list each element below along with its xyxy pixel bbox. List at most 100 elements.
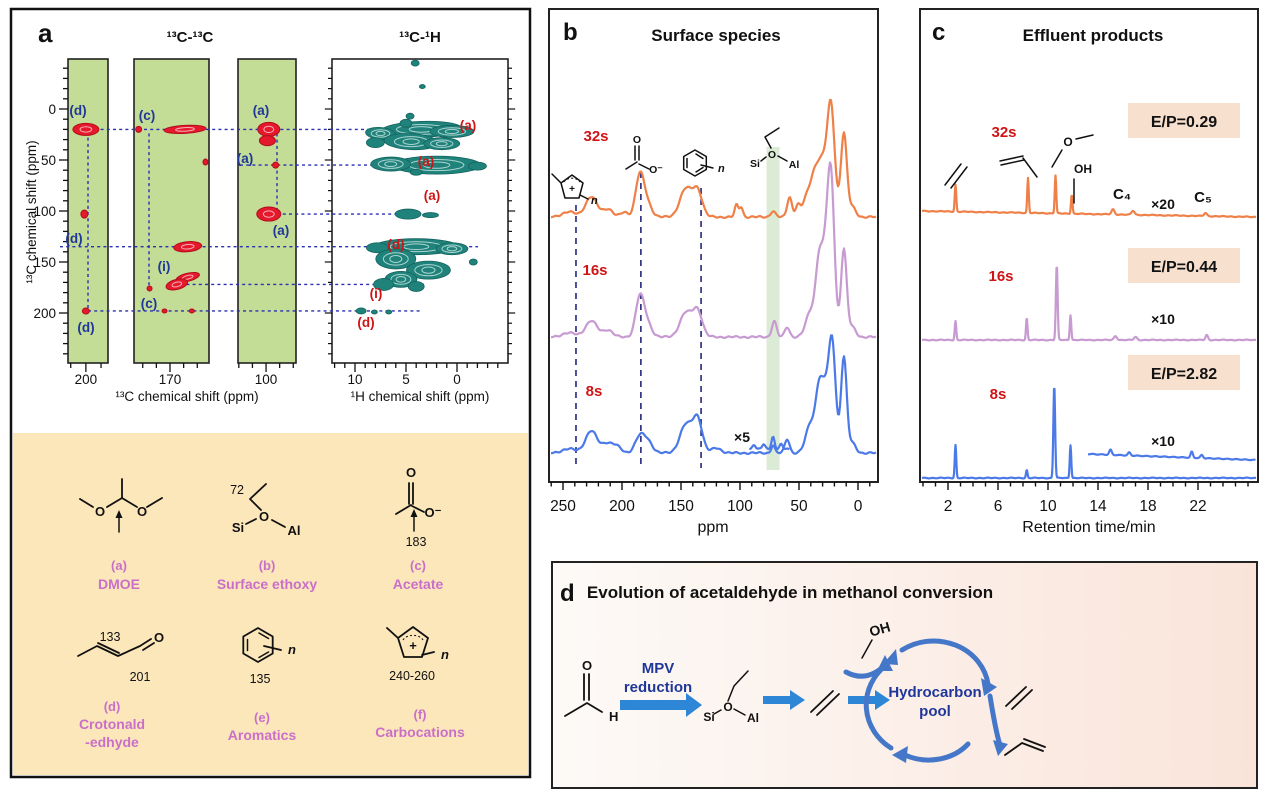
aromatics-n: n <box>288 642 296 657</box>
scale-x10-b: ×10 <box>1151 433 1175 449</box>
product-ethylene-structure <box>1005 686 1033 710</box>
methanol-oh-d: OH <box>867 618 892 639</box>
contour-peak-13c1h <box>375 248 417 270</box>
ep-badge-2-text: E/P=0.44 <box>1151 259 1217 276</box>
contour-peak-13c1h <box>394 208 422 220</box>
methanol-structure-c: OH <box>1073 162 1092 204</box>
dmoe-o2: O <box>137 504 147 519</box>
peak-annotation: (a) <box>253 103 270 118</box>
contour-ring <box>79 126 93 133</box>
contour-ring <box>430 139 454 148</box>
contour-ring <box>421 266 436 274</box>
legend-key-e: (e) <box>254 710 270 725</box>
panel-c-title: Effluent products <box>1023 26 1164 45</box>
legend-name-f: Carbocations <box>375 724 465 740</box>
contour-peak-13c1h <box>355 307 367 315</box>
aromatics-shift: 135 <box>250 672 271 686</box>
panel-d-title: Evolution of acetaldehyde in methanol co… <box>587 583 993 602</box>
scale-x10-a: ×10 <box>1151 311 1175 327</box>
x-tick-label: 150 <box>668 498 694 515</box>
panel-b-title: Surface species <box>651 26 780 45</box>
contour-peak-13c1h <box>409 168 423 176</box>
methanol-structure-d: OH <box>861 618 892 659</box>
cycle-arc-bottom <box>902 741 971 763</box>
contour-peak-13c13c <box>81 307 90 315</box>
ethylene-structure-d <box>810 690 840 716</box>
contour-ring <box>180 243 195 250</box>
y-tick-label: 100 <box>33 204 56 219</box>
ethoxy-al: Al <box>288 523 301 538</box>
legend-key-f: (f) <box>414 707 427 722</box>
contour-ring <box>414 264 443 277</box>
contour-peak-13c1h <box>407 281 425 292</box>
x-tick-label: 14 <box>1089 498 1107 515</box>
pool-label-1: Hydrocarbon <box>888 684 981 701</box>
contour-peak-13c13c <box>272 161 280 169</box>
ethoxy-al-d: Al <box>747 711 759 725</box>
contour-peak-13c13c <box>146 285 153 292</box>
contour-peak-13c13c <box>256 206 282 222</box>
peak-annotation: (d) <box>387 237 404 252</box>
carbocation-n-b: n <box>591 195 598 207</box>
pool-label-2: pool <box>919 703 951 720</box>
scale-note-x5: ×5 <box>734 429 750 445</box>
x-tick-label: 200 <box>609 498 635 515</box>
aromatics-n-b: n <box>718 163 725 175</box>
spectrum-8s <box>550 334 877 455</box>
x-tick-label: 250 <box>550 498 576 515</box>
contour-ring <box>375 130 386 137</box>
peak-annotation: (c) <box>139 108 156 123</box>
contour-ring <box>389 254 403 263</box>
contour-peak-13c1h <box>422 212 439 218</box>
x-tick-label: 6 <box>994 498 1003 515</box>
acetate-o-minus: O⁻ <box>425 505 442 520</box>
x-tick-label: 200 <box>75 372 98 387</box>
aromatics-structure: n 135 <box>242 627 296 686</box>
x-tick-label: 100 <box>727 498 753 515</box>
dmoe-arrow <box>115 510 123 518</box>
ep-badge-1 <box>1128 103 1240 138</box>
ep-badge-3 <box>1128 355 1240 390</box>
contour-peak-13c1h <box>467 161 487 171</box>
legend-name-a: DMOE <box>98 576 140 592</box>
hydrocarbon-pool-cycle: Hydrocarbon pool <box>843 638 1008 763</box>
contour-peak-13c13c <box>161 308 168 314</box>
ethylene-structure-c <box>944 163 968 189</box>
cycle-arc-left-head <box>877 655 893 671</box>
ethoxy-si: Si <box>232 520 244 535</box>
contour-ring <box>435 141 448 147</box>
ethoxy-o: O <box>259 509 269 524</box>
ethoxy-structure-b: Si O Al <box>750 127 799 171</box>
carbocation-plus-b: + <box>569 184 575 195</box>
contour-peak-13c1h <box>385 309 393 315</box>
legend-name-b: Surface ethoxy <box>217 576 318 592</box>
acetaldehyde-o: O <box>582 658 592 673</box>
acetate-shift: 183 <box>406 535 427 549</box>
x-tick-label: 22 <box>1189 498 1206 515</box>
cycle-arc-left <box>863 663 894 751</box>
contour-ring <box>384 161 398 168</box>
peak-annotation: (a) <box>424 188 441 203</box>
contour-peak-13c13c <box>165 278 189 291</box>
contour-peak-13c1h <box>366 242 389 254</box>
contour-peak-13c1h <box>370 156 412 172</box>
peak-annotation: (d) <box>357 315 374 330</box>
acetate-o-minus-b: O⁻ <box>649 164 663 176</box>
acetaldehyde-structure: O H <box>564 658 618 724</box>
panel-a-x-axis-label-ch: ¹H chemical shift (ppm) <box>351 389 490 404</box>
ethoxy-shift: 72 <box>230 483 244 497</box>
contour-ring <box>263 125 275 134</box>
panel-a-ch-title: ¹³C-¹H <box>399 29 441 46</box>
ethoxy-si-d: Si <box>703 710 714 724</box>
block-arrow-3 <box>848 690 890 710</box>
spectrum-16s <box>550 161 877 339</box>
x-tick-label: 0 <box>453 372 461 387</box>
trace-label-8s: 8s <box>586 383 603 400</box>
legend-key-d: (d) <box>104 699 121 714</box>
chromatogram-8s <box>921 387 1257 480</box>
acetate-o-b: O <box>633 134 641 146</box>
carbocations-structure: + n 240-260 <box>386 626 449 683</box>
cycle-arc-top-head <box>981 678 997 696</box>
